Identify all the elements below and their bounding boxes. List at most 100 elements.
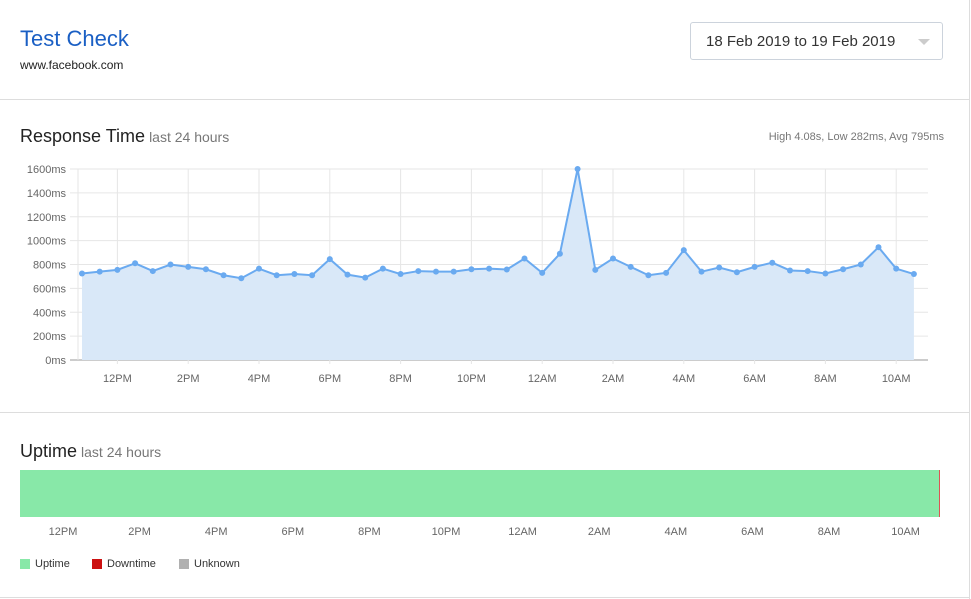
data-point (875, 244, 882, 251)
data-point (149, 268, 156, 275)
data-point (433, 268, 439, 275)
data-point (486, 265, 493, 272)
uptime-x-label: 6PM (281, 526, 305, 538)
data-point (114, 266, 121, 273)
x-tick-label: 10PM (457, 373, 486, 385)
response-subtitle: last 24 hours (149, 129, 230, 145)
response-time-heading: Response Time last 24 hours (20, 126, 229, 147)
data-point (822, 270, 829, 277)
data-point (468, 266, 475, 273)
data-point (751, 263, 758, 270)
data-point (769, 259, 776, 266)
legend-label: Downtime (107, 558, 156, 570)
data-point (96, 268, 103, 275)
uptime-bar (20, 470, 940, 517)
data-point (450, 268, 457, 275)
response-stats: High 4.08s, Low 282ms, Avg 795ms (768, 131, 944, 143)
legend-item-downtime: Downtime (92, 558, 156, 570)
data-point (910, 271, 917, 278)
legend-swatch (92, 559, 102, 569)
data-point (167, 261, 174, 268)
data-point (804, 268, 811, 275)
data-point (132, 260, 139, 267)
data-point (663, 269, 670, 276)
data-point (521, 255, 528, 262)
x-tick-label: 6PM (318, 373, 341, 385)
y-tick-label: 1200ms (27, 212, 67, 224)
uptime-x-label: 4AM (664, 526, 688, 538)
uptime-x-label: 2AM (587, 526, 611, 538)
legend-label: Uptime (35, 558, 70, 570)
data-point (397, 271, 404, 278)
divider (0, 99, 969, 100)
downtime-segment (939, 470, 940, 517)
data-point (539, 269, 546, 276)
date-range-value: 18 Feb 2019 to 19 Feb 2019 (706, 33, 896, 50)
x-tick-label: 8AM (814, 373, 837, 385)
legend-item-uptime: Uptime (20, 558, 70, 570)
data-point (840, 266, 847, 273)
y-tick-label: 600ms (33, 283, 67, 295)
data-point (291, 271, 298, 278)
data-point (857, 261, 864, 268)
legend-swatch (179, 559, 189, 569)
x-tick-label: 2PM (177, 373, 200, 385)
data-point (238, 275, 245, 282)
data-point (273, 272, 280, 279)
y-tick-label: 1000ms (27, 236, 67, 248)
area-fill (82, 169, 914, 360)
x-tick-label: 2AM (602, 373, 625, 385)
data-point (79, 270, 85, 277)
series-line (81, 168, 915, 280)
response-title: Response Time (20, 126, 146, 146)
data-point (362, 274, 369, 281)
y-tick-label: 400ms (33, 307, 67, 319)
legend-label: Unknown (194, 558, 240, 570)
data-point (326, 256, 333, 263)
y-tick-label: 200ms (33, 331, 67, 343)
data-point (556, 250, 563, 257)
y-tick-label: 1400ms (27, 188, 67, 200)
uptime-x-label: 6AM (741, 526, 764, 538)
data-point (220, 272, 227, 279)
uptime-subtitle: last 24 hours (81, 444, 162, 460)
data-point (503, 266, 510, 273)
uptime-x-label: 2PM (128, 526, 151, 538)
data-point (680, 247, 687, 254)
data-point (645, 272, 652, 279)
data-point (415, 268, 422, 275)
uptime-x-label: 10PM (431, 526, 461, 538)
data-point (185, 263, 192, 270)
x-tick-label: 12AM (528, 373, 557, 385)
data-point (592, 266, 599, 273)
y-tick-label: 800ms (33, 260, 67, 272)
x-tick-label: 6AM (743, 373, 766, 385)
legend-item-unknown: Unknown (179, 558, 240, 570)
legend-swatch (20, 559, 30, 569)
data-point (627, 263, 634, 270)
chevron-down-icon (918, 39, 930, 45)
x-tick-label: 4PM (248, 373, 271, 385)
data-point (698, 268, 705, 275)
uptime-x-label: 10AM (891, 526, 920, 538)
date-range-select[interactable]: 18 Feb 2019 to 19 Feb 2019 (690, 22, 943, 60)
uptime-heading: Uptime last 24 hours (20, 441, 161, 462)
response-time-chart: 0ms 200ms 400ms 600ms 800ms 1000ms 1200ms 1400m… (27, 164, 928, 385)
data-point (574, 166, 581, 172)
right-border (969, 0, 970, 599)
data-point (733, 269, 740, 276)
data-point (256, 265, 262, 272)
data-point (202, 266, 209, 273)
y-tick-label: 0ms (45, 355, 66, 367)
data-point (787, 267, 793, 274)
uptime-x-label: 12PM (48, 526, 78, 538)
check-title: Test Check (20, 26, 129, 51)
x-tick-label: 4AM (672, 373, 695, 385)
uptime-x-label: 8PM (358, 526, 381, 538)
data-point (716, 264, 723, 271)
y-tick-label: 1600ms (27, 164, 67, 176)
x-tick-label: 8PM (389, 373, 412, 385)
x-tick-label: 10AM (882, 373, 911, 385)
data-point (893, 265, 900, 272)
divider (0, 597, 969, 598)
